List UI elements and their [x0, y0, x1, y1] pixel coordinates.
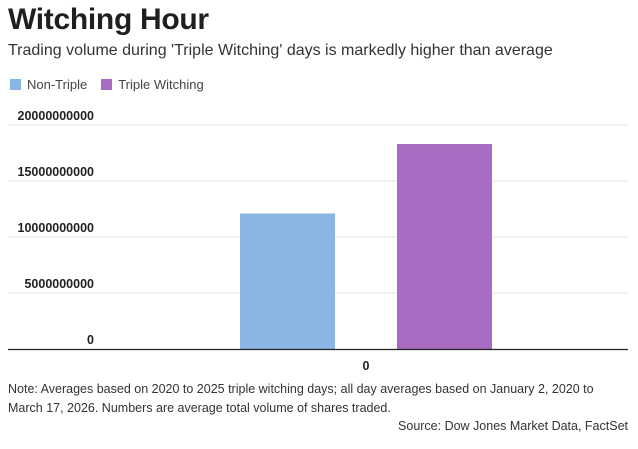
y-tick-label: 10000000000 [18, 221, 95, 235]
y-tick-label: 0 [87, 333, 94, 347]
footnote: Note: Averages based on 2020 to 2025 tri… [8, 382, 594, 415]
x-tick-label: 0 [363, 359, 370, 373]
legend-item-non-triple: Non-Triple [10, 77, 87, 92]
y-tick-label: 5000000000 [24, 277, 94, 291]
chart-title: Witching Hour [8, 3, 209, 36]
y-tick-label: 15000000000 [18, 165, 95, 179]
legend-swatch-triple-witching [101, 79, 113, 90]
source-credit: Source: Dow Jones Market Data, FactSet [398, 419, 628, 433]
legend-item-triple-witching: Triple Witching [101, 77, 204, 92]
chart-subtitle: Trading volume during 'Triple Witching' … [8, 42, 553, 59]
y-tick-label: 20000000000 [18, 109, 95, 123]
bar-chart: 0 5000000000 10000000000 15000000000 2000000… [8, 109, 628, 373]
bar-non-triple [240, 213, 335, 349]
legend-label-triple-witching: Triple Witching [118, 77, 204, 92]
bar-triple-witching [397, 144, 492, 349]
legend-label-non-triple: Non-Triple [27, 77, 88, 92]
legend-swatch-non-triple [10, 79, 21, 90]
legend: Non-Triple Triple Witching [10, 77, 218, 92]
